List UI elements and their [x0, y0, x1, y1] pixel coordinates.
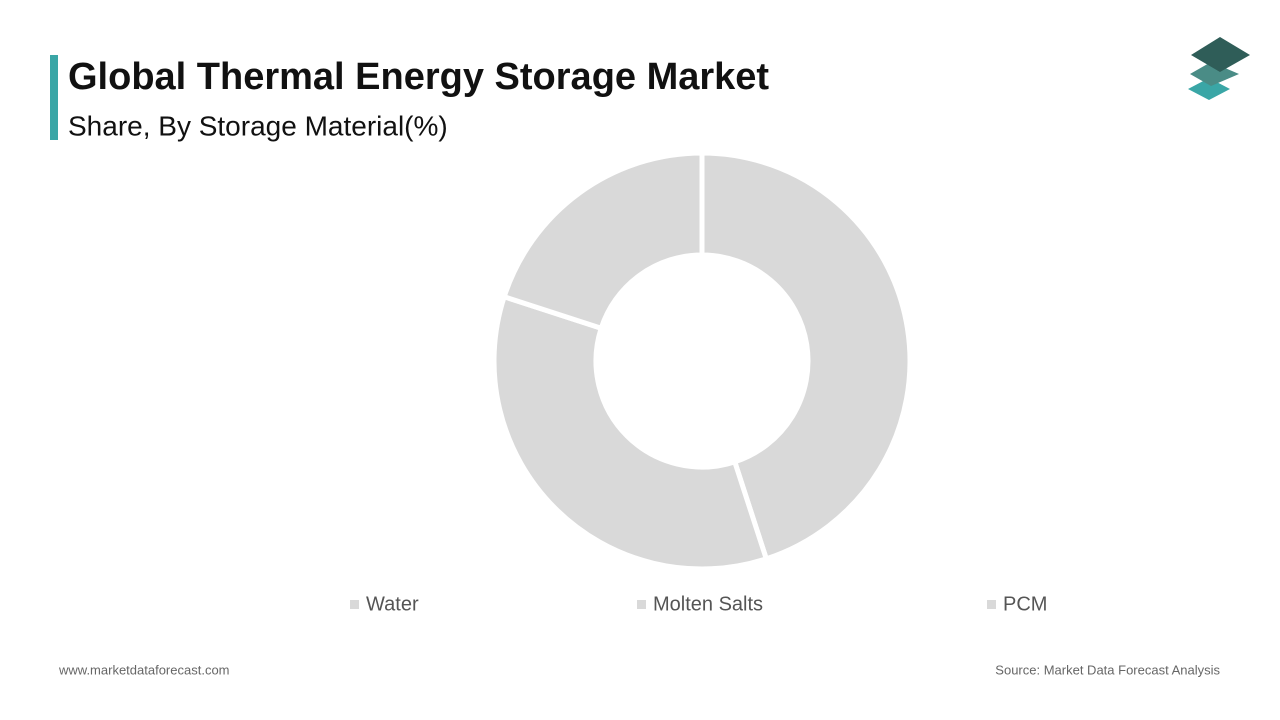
chart-subtitle: Share, By Storage Material(%) [68, 110, 448, 141]
legend-swatch [987, 600, 996, 609]
source: Source: Market Data Forecast Analysis [995, 662, 1220, 677]
chart-title: Global Thermal Energy Storage Market [68, 56, 769, 98]
legend-label: Molten Salts [653, 593, 763, 615]
legend-swatch [350, 600, 359, 609]
legend-label: Water [366, 593, 419, 615]
website: www.marketdataforecast.com [58, 662, 230, 677]
logo [1188, 37, 1250, 100]
legend-swatch [637, 600, 646, 609]
donut-segment [501, 150, 705, 332]
donut-segment [699, 150, 913, 562]
legend-label: PCM [1003, 593, 1047, 615]
title-accent [50, 55, 58, 140]
donut-segment [491, 293, 770, 572]
